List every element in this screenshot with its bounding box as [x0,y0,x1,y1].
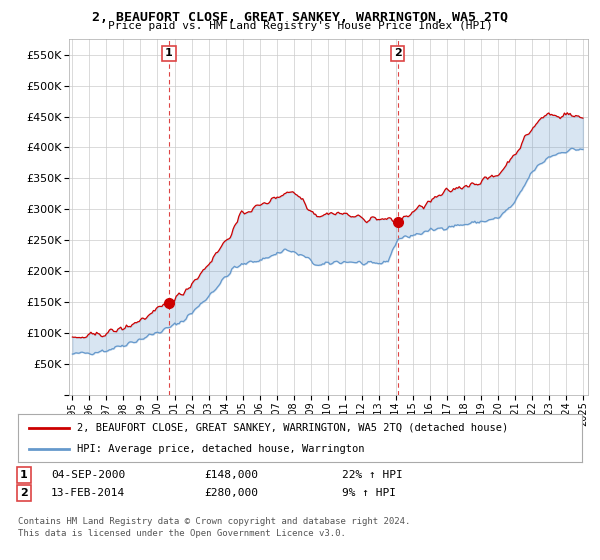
Text: £148,000: £148,000 [204,470,258,480]
Text: 13-FEB-2014: 13-FEB-2014 [51,488,125,498]
Text: 2, BEAUFORT CLOSE, GREAT SANKEY, WARRINGTON, WA5 2TQ: 2, BEAUFORT CLOSE, GREAT SANKEY, WARRING… [92,11,508,24]
Text: This data is licensed under the Open Government Licence v3.0.: This data is licensed under the Open Gov… [18,529,346,538]
Text: £280,000: £280,000 [204,488,258,498]
Text: HPI: Average price, detached house, Warrington: HPI: Average price, detached house, Warr… [77,444,365,454]
Text: 04-SEP-2000: 04-SEP-2000 [51,470,125,480]
Text: 2: 2 [20,488,28,498]
Text: Contains HM Land Registry data © Crown copyright and database right 2024.: Contains HM Land Registry data © Crown c… [18,517,410,526]
Text: 22% ↑ HPI: 22% ↑ HPI [342,470,403,480]
Text: 9% ↑ HPI: 9% ↑ HPI [342,488,396,498]
Text: 1: 1 [165,48,173,58]
Text: 2, BEAUFORT CLOSE, GREAT SANKEY, WARRINGTON, WA5 2TQ (detached house): 2, BEAUFORT CLOSE, GREAT SANKEY, WARRING… [77,423,508,433]
Text: 1: 1 [20,470,28,480]
Text: 2: 2 [394,48,401,58]
Text: Price paid vs. HM Land Registry's House Price Index (HPI): Price paid vs. HM Land Registry's House … [107,21,493,31]
